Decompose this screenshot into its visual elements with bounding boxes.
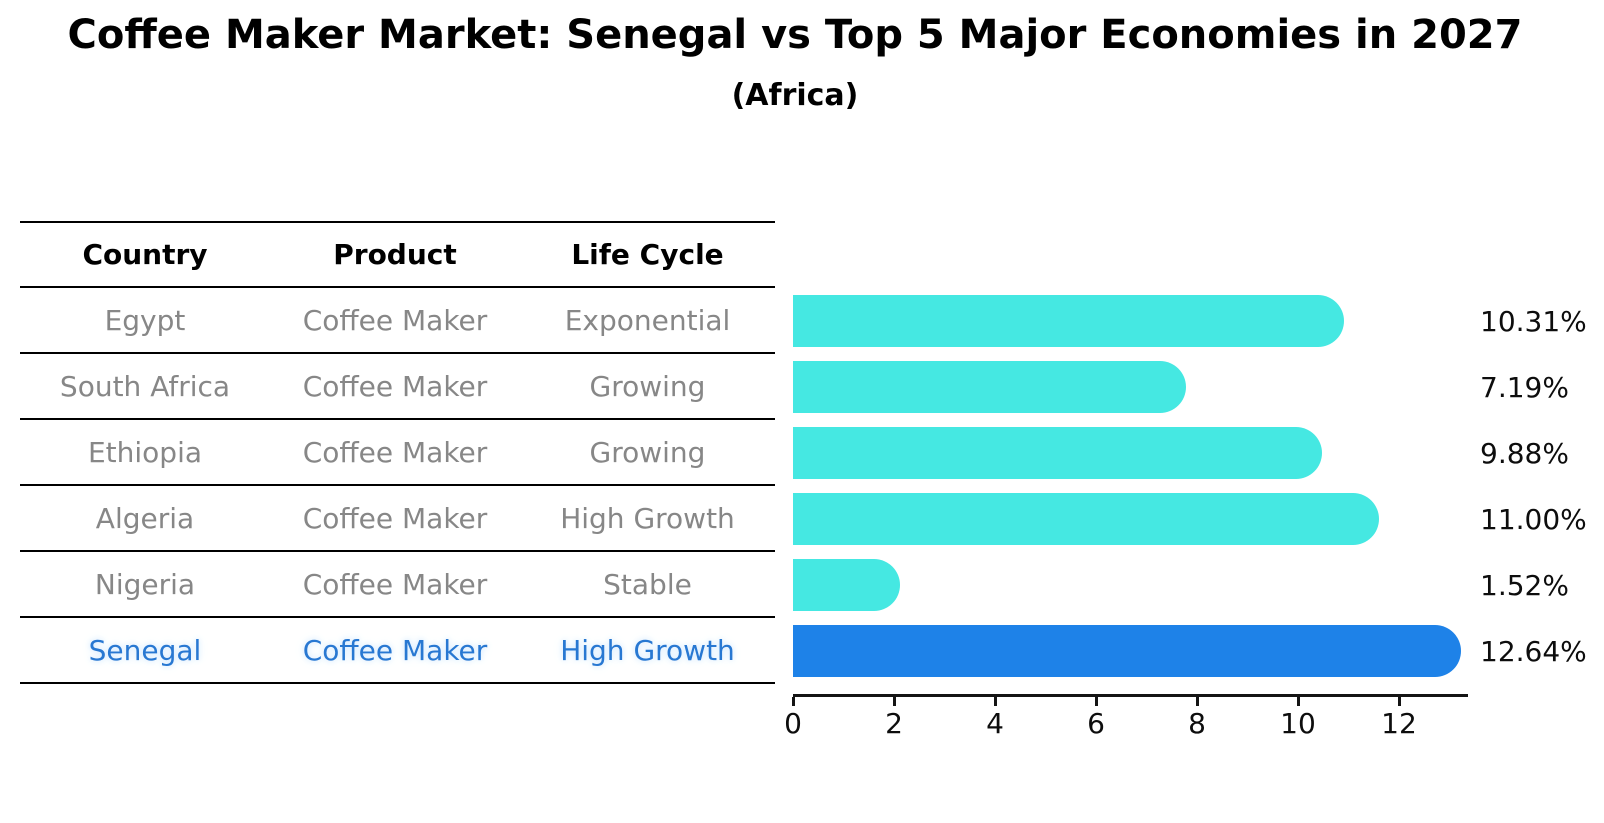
- bar-south-africa: [793, 361, 1187, 413]
- table-cell-country: Algeria: [95, 501, 195, 535]
- bar-value-label-senegal: 12.64%: [1480, 634, 1587, 668]
- chart-subtitle: (Africa): [731, 78, 859, 113]
- column-header-country: Country: [82, 238, 208, 271]
- table-row-ethiopia: Ethiopia Coffee Maker Growing: [20, 420, 775, 486]
- x-tick-mark: [1195, 697, 1199, 706]
- x-tick-label: 12: [1381, 707, 1417, 740]
- bar-ethiopia: [793, 427, 1322, 479]
- x-tick-label: 4: [986, 707, 1004, 740]
- country-table: Country Product Life Cycle Egypt Coffee M…: [20, 221, 775, 684]
- x-tick-label: 0: [784, 707, 802, 740]
- x-tick-label: 10: [1280, 707, 1316, 740]
- table-cell-product: Coffee Maker: [302, 435, 488, 469]
- bar-algeria: [793, 493, 1379, 545]
- table-cell-product: Coffee Maker: [302, 633, 488, 667]
- table-body: Egypt Coffee Maker Exponential South Africa…: [20, 288, 775, 684]
- table-cell-life-cycle: Growing: [589, 369, 706, 403]
- x-tick-mark: [892, 697, 896, 706]
- x-axis-line: [793, 694, 1468, 697]
- x-tick-mark: [993, 697, 997, 706]
- column-header-product: Product: [333, 238, 457, 271]
- table-cell-country: Ethiopia: [87, 435, 203, 469]
- table-cell-country: Senegal: [88, 633, 202, 667]
- table-cell-product: Coffee Maker: [302, 303, 488, 337]
- x-tick-label: 8: [1188, 707, 1206, 740]
- table-row-egypt: Egypt Coffee Maker Exponential: [20, 288, 775, 354]
- bar-value-label-algeria: 11.00%: [1480, 502, 1587, 536]
- x-tick-mark: [791, 697, 795, 706]
- bar-senegal: [793, 625, 1462, 677]
- bar-value-label-ethiopia: 9.88%: [1480, 436, 1569, 470]
- table-row-algeria: Algeria Coffee Maker High Growth: [20, 486, 775, 552]
- x-tick-label: 2: [885, 707, 903, 740]
- x-tick-mark: [1397, 697, 1401, 706]
- table-row-nigeria: Nigeria Coffee Maker Stable: [20, 552, 775, 618]
- table-cell-product: Coffee Maker: [302, 369, 488, 403]
- table-cell-country: Egypt: [104, 303, 186, 337]
- bar-nigeria: [793, 559, 900, 611]
- x-tick-mark: [1296, 697, 1300, 706]
- chart-title: Coffee Maker Market: Senegal vs Top 5 Ma…: [67, 12, 1523, 58]
- table-cell-life-cycle: Stable: [603, 567, 692, 601]
- table-cell-product: Coffee Maker: [302, 501, 488, 535]
- table-cell-life-cycle: High Growth: [560, 633, 735, 667]
- table-cell-life-cycle: Exponential: [564, 303, 731, 337]
- table-cell-life-cycle: High Growth: [560, 501, 735, 535]
- table-row-south-africa: South Africa Coffee Maker Growing: [20, 354, 775, 420]
- x-tick-mark: [1094, 697, 1098, 706]
- table-row-senegal: Senegal Coffee Maker High Growth: [20, 618, 775, 684]
- bar-value-label-egypt: 10.31%: [1480, 304, 1587, 338]
- table-cell-country: Nigeria: [94, 567, 196, 601]
- table-cell-country: South Africa: [59, 369, 231, 403]
- bar-egypt: [793, 295, 1344, 347]
- bar-value-label-south-africa: 7.19%: [1480, 370, 1569, 404]
- x-tick-label: 6: [1087, 707, 1105, 740]
- bar-value-label-nigeria: 1.52%: [1480, 568, 1569, 602]
- table-cell-product: Coffee Maker: [302, 567, 488, 601]
- table-cell-life-cycle: Growing: [589, 435, 706, 469]
- table-header-row: Country Product Life Cycle: [20, 223, 775, 288]
- column-header-life-cycle: Life Cycle: [571, 238, 724, 271]
